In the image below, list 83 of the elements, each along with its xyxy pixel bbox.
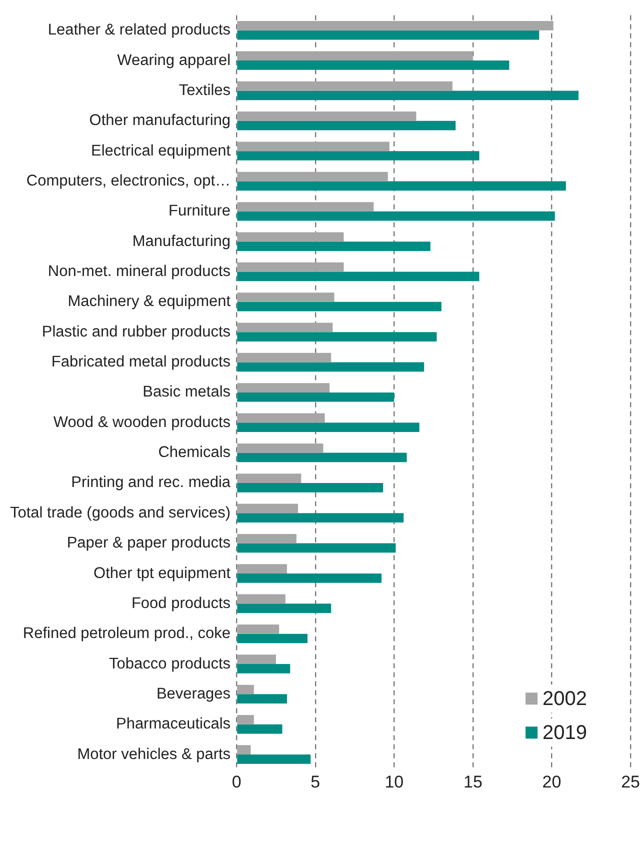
y-tick-label: Wearing apparel — [117, 52, 231, 69]
x-tick-label: 10 — [384, 772, 404, 792]
bar — [237, 332, 437, 342]
x-tick-label: 15 — [463, 772, 482, 792]
bar — [237, 745, 251, 755]
bar — [237, 262, 344, 272]
bar — [237, 242, 430, 251]
bar — [237, 604, 332, 614]
bar — [237, 202, 374, 212]
y-tick-label: Basic metals — [142, 384, 231, 401]
bar — [237, 142, 390, 152]
bar — [237, 383, 330, 392]
bar — [237, 211, 555, 221]
bar — [237, 120, 456, 130]
x-tick-label: 20 — [542, 772, 562, 792]
y-tick-label: Non-met. mineral products — [48, 263, 231, 280]
bar — [237, 452, 407, 462]
bar — [237, 81, 452, 91]
x-tick-label: 5 — [310, 772, 320, 792]
y-tick-label: Electrical equipment — [90, 142, 232, 160]
bar — [237, 90, 579, 100]
legend-label: 2002 — [542, 688, 588, 710]
bar — [237, 422, 420, 432]
bar — [237, 352, 332, 362]
bar — [237, 151, 480, 160]
bar — [237, 694, 287, 704]
bar — [237, 232, 344, 242]
bar — [237, 724, 282, 734]
bar — [237, 443, 324, 453]
bar — [237, 362, 424, 372]
y-tick-label: Paper & paper products — [66, 534, 231, 552]
bar — [237, 573, 382, 583]
y-tick-label: Fabricated metal products — [51, 354, 231, 371]
bar — [237, 302, 442, 312]
bar — [237, 513, 404, 522]
bar — [237, 181, 566, 191]
y-tick-label: Wood & wooden products — [53, 414, 231, 431]
y-tick-label: Machinery & equipment — [68, 293, 232, 310]
bar — [237, 30, 540, 40]
y-tick-label: Textiles — [178, 82, 231, 100]
x-tick-label: 25 — [621, 772, 640, 792]
legend-label: 2019 — [542, 722, 588, 744]
y-tick-label: Manufacturing — [132, 232, 231, 250]
y-tick-label: Plastic and rubber products — [42, 323, 231, 340]
bar — [237, 413, 325, 423]
bar — [237, 60, 510, 70]
y-tick-label: Tobacco products — [109, 655, 231, 672]
y-tick-label: Food products — [131, 594, 231, 612]
y-tick-label: Refined petroleum prod., coke — [22, 625, 231, 642]
bar — [237, 534, 296, 544]
bar — [237, 112, 416, 121]
y-tick-label: Total trade (goods and services) — [10, 504, 231, 522]
bar — [237, 322, 333, 332]
bar — [237, 504, 298, 514]
bar — [237, 634, 308, 644]
y-tick-label: Beverages — [156, 685, 231, 702]
bar — [237, 564, 287, 574]
bar — [237, 714, 254, 724]
bar — [237, 654, 276, 664]
bar — [237, 392, 394, 402]
bar — [237, 272, 480, 282]
bar — [237, 684, 254, 694]
bar — [237, 474, 302, 483]
bar — [237, 664, 290, 674]
bar — [237, 292, 334, 302]
y-tick-label: Chemicals — [158, 444, 231, 462]
y-tick-label: Motor vehicles & parts — [77, 746, 231, 763]
bar — [237, 172, 388, 182]
y-tick-label: Computers, electronics, opt… — [26, 172, 231, 190]
bar — [237, 543, 396, 553]
y-tick-label: Other manufacturing — [89, 112, 231, 130]
bar — [237, 21, 554, 30]
y-tick-label: Furniture — [168, 202, 231, 220]
y-tick-label: Other tpt equipment — [94, 564, 232, 582]
y-tick-label: Leather & related products — [48, 22, 231, 39]
bar — [237, 594, 286, 604]
y-tick-label: Pharmaceuticals — [116, 716, 231, 733]
bar — [237, 624, 280, 634]
y-tick-label: Printing and rec. media — [71, 474, 231, 492]
bar — [237, 754, 311, 764]
x-tick-label: 0 — [232, 772, 242, 792]
bar — [237, 51, 473, 61]
bar — [237, 482, 384, 492]
